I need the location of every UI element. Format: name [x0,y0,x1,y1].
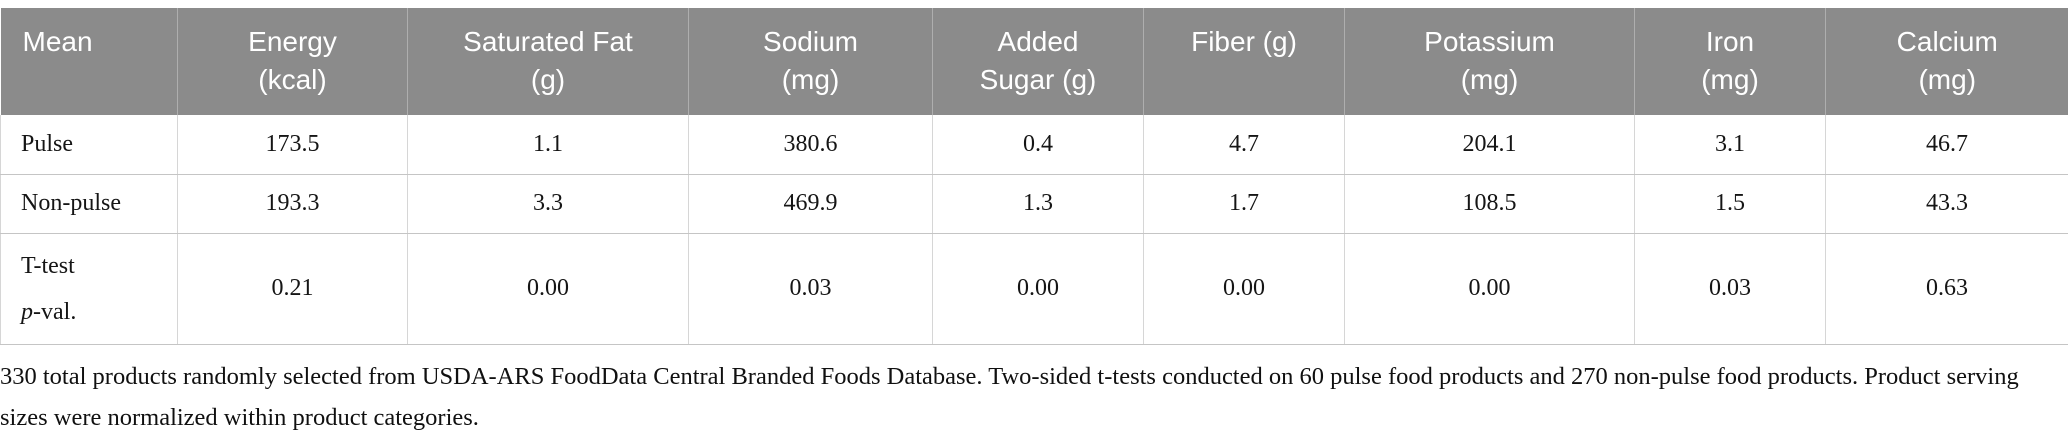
header-unit: (mg) [781,64,840,95]
table-row-non-pulse: Non-pulse 193.3 3.3 469.9 1.3 1.7 108.5 … [0,174,2068,234]
cell-pulse-fiber: 4.7 [1143,115,1345,175]
header-unit: (mg) [1701,64,1759,95]
cell-pulse-saturated-fat: 1.1 [407,115,689,175]
cell-ttest-added-sugar: 0.00 [932,233,1144,345]
cell-ttest-fiber: 0.00 [1143,233,1345,345]
table-row-ttest: T-test p-val. 0.21 0.00 0.03 0.00 0.00 0… [0,233,2068,345]
row-label-non-pulse: Non-pulse [0,174,178,234]
header-label: Iron [1705,26,1755,57]
header-cell-mean: Mean [0,8,178,115]
header-cell-fiber: Fiber (g) [1143,8,1345,115]
cell-ttest-potassium: 0.00 [1344,233,1635,345]
header-unit: (mg) [1460,64,1519,95]
header-label: Sodium [763,26,858,57]
cell-ttest-sodium: 0.03 [688,233,933,345]
cell-nonpulse-fiber: 1.7 [1143,174,1345,234]
header-cell-iron: Iron (mg) [1634,8,1826,115]
header-cell-potassium: Potassium (mg) [1344,8,1635,115]
header-unit: (kcal) [258,64,327,95]
header-unit: Sugar (g) [979,64,1097,95]
nutrient-comparison-table: Mean Energy (kcal) Saturated Fat (g) Sod… [0,8,2068,345]
header-label: Saturated Fat [463,26,633,57]
ttest-label-line1: T-test [21,252,75,279]
cell-nonpulse-iron: 1.5 [1634,174,1826,234]
header-label: Energy [248,26,337,57]
cell-ttest-calcium: 0.63 [1825,233,2068,345]
pval-suffix: -val. [33,298,77,325]
header-label: Mean [22,26,93,57]
header-row: Mean Energy (kcal) Saturated Fat (g) Sod… [0,8,2068,115]
cell-pulse-calcium: 46.7 [1825,115,2068,175]
cell-nonpulse-added-sugar: 1.3 [932,174,1144,234]
header-cell-calcium: Calcium (mg) [1825,8,2068,115]
cell-pulse-energy: 173.5 [177,115,408,175]
cell-pulse-sodium: 380.6 [688,115,933,175]
row-label-pulse: Pulse [0,115,178,175]
cell-ttest-saturated-fat: 0.00 [407,233,689,345]
cell-nonpulse-energy: 193.3 [177,174,408,234]
p-italic: p [21,298,33,325]
cell-nonpulse-calcium: 43.3 [1825,174,2068,234]
cell-pulse-potassium: 204.1 [1344,115,1635,175]
cell-pulse-added-sugar: 0.4 [932,115,1144,175]
row-label-ttest: T-test p-val. [0,233,178,345]
header-label: Potassium [1424,26,1555,57]
cell-pulse-iron: 3.1 [1634,115,1826,175]
header-unit: (mg) [1918,64,1977,95]
header-label: Added [997,26,1079,57]
cell-nonpulse-saturated-fat: 3.3 [407,174,689,234]
ttest-label: T-test p-val. [21,243,176,335]
cell-ttest-energy: 0.21 [177,233,408,345]
cell-ttest-iron: 0.03 [1634,233,1826,345]
table-header: Mean Energy (kcal) Saturated Fat (g) Sod… [0,8,2068,115]
header-cell-energy: Energy (kcal) [177,8,408,115]
header-label: Calcium [1896,26,1998,57]
table-body: Pulse 173.5 1.1 380.6 0.4 4.7 204.1 3.1 … [0,115,2068,345]
header-cell-sodium: Sodium (mg) [688,8,933,115]
ttest-label-line2: p-val. [21,289,176,335]
table-row-pulse: Pulse 173.5 1.1 380.6 0.4 4.7 204.1 3.1 … [0,115,2068,175]
cell-nonpulse-sodium: 469.9 [688,174,933,234]
cell-nonpulse-potassium: 108.5 [1344,174,1635,234]
header-cell-saturated-fat: Saturated Fat (g) [407,8,689,115]
table-footnote: 330 total products randomly selected fro… [0,362,2019,431]
header-cell-added-sugar: Added Sugar (g) [932,8,1144,115]
header-unit: (g) [530,64,566,95]
header-label: Fiber (g) [1191,26,1297,57]
